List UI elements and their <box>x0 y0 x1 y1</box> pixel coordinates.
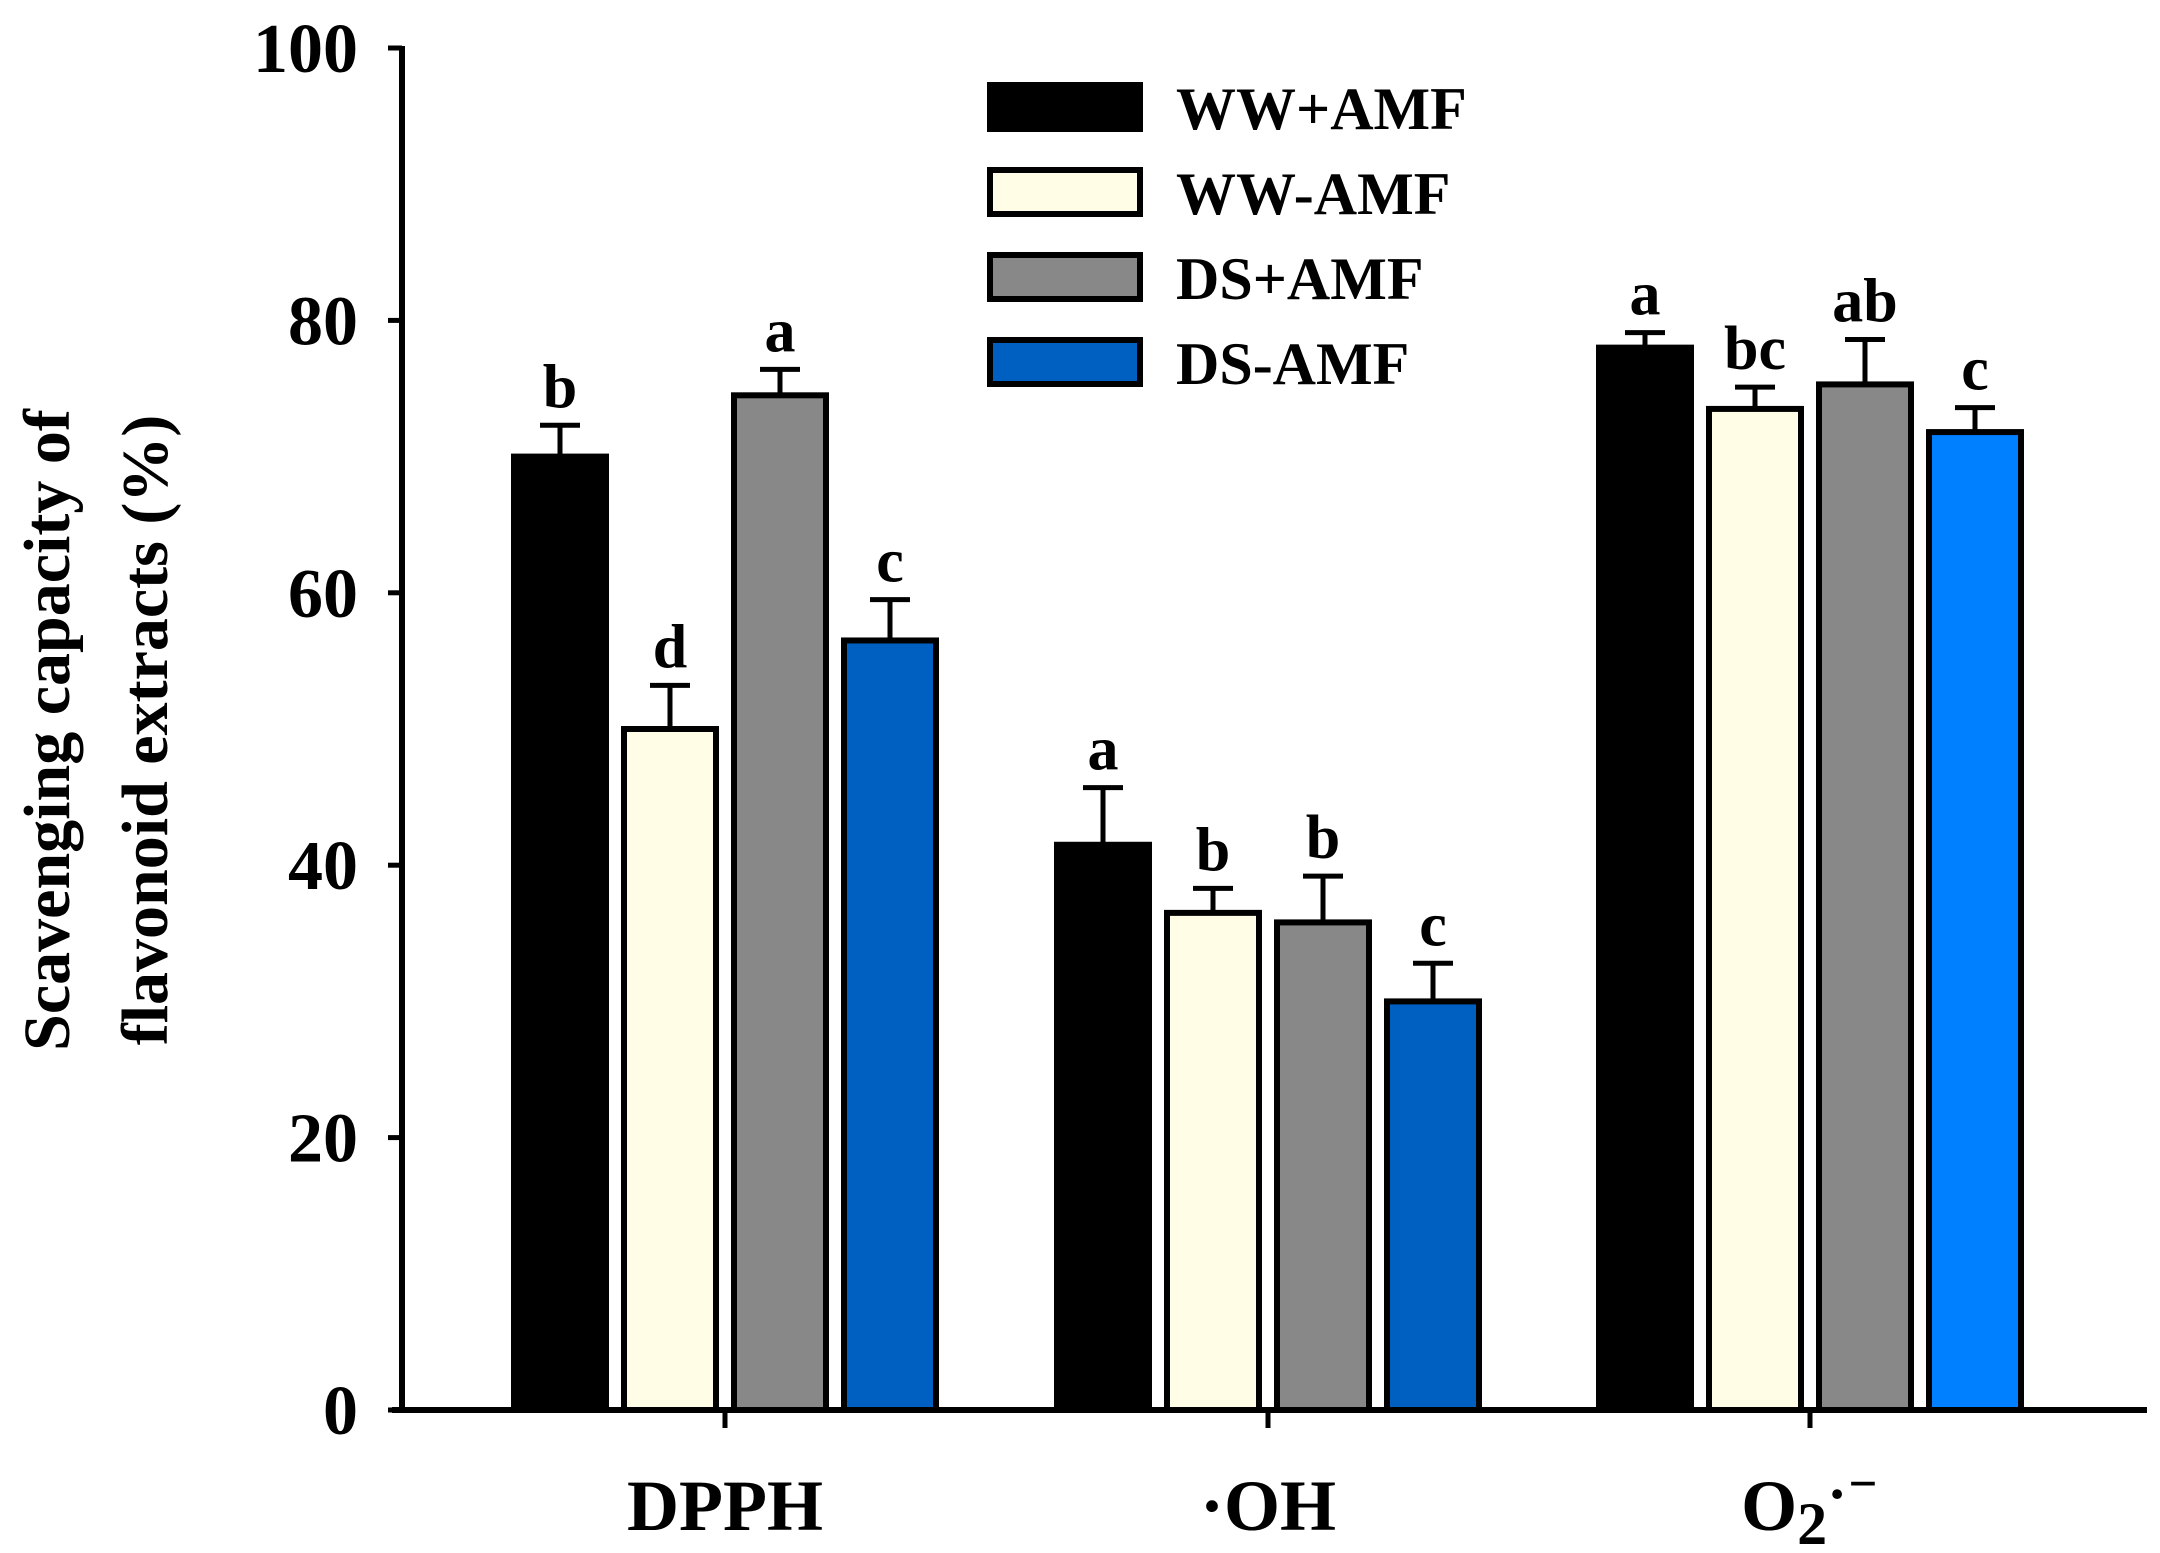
legend-label-ds-amf: DS-AMF <box>1176 331 1409 397</box>
bar-ww-amf-0 <box>621 726 719 1413</box>
bar-ww-amf-2 <box>1596 344 1694 1413</box>
bar-ds-amf-0 <box>841 637 939 1413</box>
bar-ds-amf-0 <box>731 392 829 1413</box>
legend-swatch-ds-amf <box>987 337 1143 387</box>
legend-swatch-ww-amf <box>987 82 1143 132</box>
significance-letter: a <box>765 297 796 365</box>
bar-ds-amf-2 <box>1816 381 1914 1414</box>
bar-ds-amf-1 <box>1274 919 1372 1413</box>
y-tick-label: 20 <box>288 1101 358 1178</box>
x-category-label: DPPH <box>627 1466 823 1546</box>
x-category-label: ·OH <box>1200 1466 1336 1546</box>
significance-letter: bc <box>1724 315 1786 383</box>
axes-layer: 0 20 40 60 80 100 DPPH ·OH O2·⁻ <box>253 11 2147 1553</box>
legend-label-ds-amf: DS+AMF <box>1176 246 1424 312</box>
y-tick-label: 100 <box>253 11 358 88</box>
significance-letter: ab <box>1832 267 1897 335</box>
legend: WW+AMF WW-AMF DS+AMF DS-AMF <box>987 76 1467 397</box>
y-tick-label: 80 <box>288 283 358 360</box>
bar-ww-amf-0 <box>511 453 609 1414</box>
significance-letter: b <box>1196 816 1230 884</box>
bar-ww-amf-1 <box>1164 909 1262 1413</box>
legend-label-ww-amf: WW-AMF <box>1176 161 1450 227</box>
bar-ds-amf-2 <box>1926 429 2024 1414</box>
y-tick-label: 40 <box>288 828 358 905</box>
bars-layer <box>511 330 2024 1414</box>
significance-letter: b <box>543 353 577 421</box>
significance-letter: a <box>1630 261 1661 329</box>
legend-swatch-ww-amf <box>987 167 1143 217</box>
y-tick-label: 0 <box>323 1373 358 1450</box>
y-axis-title: Scavenging capacity of flavonoid extracts… <box>11 408 182 1051</box>
significance-letter: d <box>653 613 687 681</box>
y-tick-label: 60 <box>288 556 358 633</box>
legend-swatch-ds-amf <box>987 252 1143 302</box>
x-category-label: O2·⁻ <box>1741 1461 1879 1553</box>
significance-letter: b <box>1306 804 1340 872</box>
legend-label-ww-amf: WW+AMF <box>1176 76 1467 142</box>
significance-letter: c <box>876 528 904 596</box>
bar-ww-amf-2 <box>1706 405 1804 1413</box>
significance-letter: c <box>1419 891 1447 959</box>
significance-letter: a <box>1088 716 1119 784</box>
bar-ww-amf-1 <box>1054 841 1152 1413</box>
significance-letter: c <box>1961 336 1989 404</box>
bar-ds-amf-1 <box>1384 998 1482 1414</box>
